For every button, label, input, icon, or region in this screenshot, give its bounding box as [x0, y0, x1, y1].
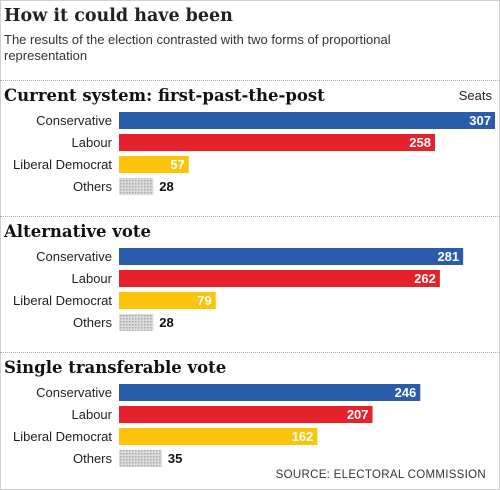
bar-labour: [119, 134, 435, 151]
category-label-conservative: Conservative: [36, 249, 112, 264]
category-label-others: Others: [73, 451, 113, 466]
value-label-conservative: 246: [395, 385, 417, 400]
page-title: How it could have been: [4, 6, 233, 26]
value-label-conservative: 281: [437, 249, 459, 264]
page-subtitle: The results of the election contrasted w…: [4, 32, 391, 63]
category-label-labour: Labour: [72, 407, 113, 422]
category-label-liberal-democrat: Liberal Democrat: [13, 429, 112, 444]
divider: [0, 80, 500, 81]
bar-liberal-democrat: [119, 292, 216, 309]
value-label-labour: 207: [347, 407, 369, 422]
bar-conservative: [119, 112, 495, 129]
category-label-labour: Labour: [72, 135, 113, 150]
section-title-av: Alternative vote: [4, 222, 152, 241]
value-label-conservative: 307: [469, 113, 491, 128]
category-label-labour: Labour: [72, 271, 113, 286]
bar-liberal-democrat: [119, 156, 189, 173]
bar-others: [119, 314, 154, 331]
bar-others: [119, 178, 154, 195]
section-title-fptp: Current system: first-past-the-post: [4, 86, 325, 105]
divider: [0, 216, 500, 217]
bar-labour: [119, 406, 373, 423]
units-label: Seats: [458, 88, 492, 103]
section-title-stv: Single transferable vote: [4, 358, 227, 377]
category-label-liberal-democrat: Liberal Democrat: [13, 293, 112, 308]
category-label-liberal-democrat: Liberal Democrat: [13, 157, 112, 172]
category-label-conservative: Conservative: [36, 113, 112, 128]
source-note: SOURCE: ELECTORAL COMMISSION: [275, 469, 486, 481]
bar-others: [119, 450, 162, 467]
bar-liberal-democrat: [119, 428, 318, 445]
value-label-liberal-democrat: 57: [170, 157, 184, 172]
bar-conservative: [119, 384, 421, 401]
value-label-labour: 262: [414, 271, 436, 286]
bar-labour: [119, 270, 440, 287]
bar-conservative: [119, 248, 464, 265]
value-label-others: 28: [159, 179, 173, 194]
value-label-liberal-democrat: 79: [197, 293, 211, 308]
category-label-conservative: Conservative: [36, 385, 112, 400]
value-label-liberal-democrat: 162: [292, 429, 314, 444]
category-label-others: Others: [73, 315, 113, 330]
value-label-others: 35: [168, 451, 182, 466]
category-label-others: Others: [73, 179, 113, 194]
divider: [0, 352, 500, 353]
value-label-others: 28: [159, 315, 173, 330]
value-label-labour: 258: [409, 135, 431, 150]
